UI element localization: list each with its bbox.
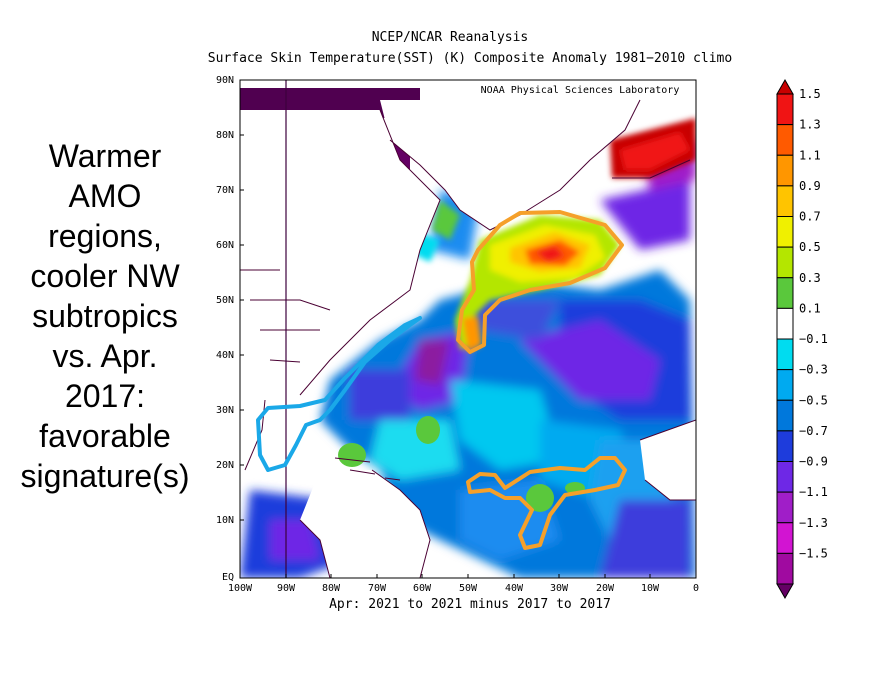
lat-tick-label: 50N	[216, 295, 234, 306]
lat-tick-label: EQ	[222, 572, 234, 583]
caption-line: 2017:	[64, 378, 146, 414]
colorbar-label: 0.9	[799, 179, 821, 193]
lon-tick-label: 40W	[505, 583, 524, 594]
lon-tick-label: 80W	[322, 583, 341, 594]
lat-tick-label: 80N	[216, 130, 234, 141]
lat-tick-label: 90N	[216, 75, 234, 86]
colorbar-label: 1.3	[799, 118, 821, 132]
lon-tick-label: 0	[693, 583, 699, 594]
colorbar-label: −0.1	[799, 332, 828, 346]
colorbar-label: 1.5	[799, 87, 821, 101]
caption-line: signature(s)	[20, 458, 190, 494]
colorbar-label: −1.3	[799, 516, 828, 530]
lon-tick-label: 70W	[368, 583, 387, 594]
credit-label: NOAA Physical Sciences Laboratory	[481, 85, 680, 96]
map-subtitle: Surface Skin Temperature(SST) (K) Compos…	[207, 51, 733, 66]
colorbar-swatch	[776, 246, 794, 279]
lon-tick-label: 20W	[596, 583, 615, 594]
x-axis-label: Apr: 2021 to 2021 minus 2017 to 2017	[329, 597, 611, 612]
colorbar: 1.5 1.3 1.1 0.9 0.7 0.5 0.3 0.1 −0.1 −0.3 −0.5 −0.7…	[776, 78, 828, 600]
colorbar-label: −0.3	[799, 363, 828, 377]
caption-line: subtropics	[32, 298, 178, 334]
colorbar-swatch	[776, 93, 794, 126]
side-caption: Warmer AMO regions, cooler NW subtropics…	[0, 136, 210, 496]
lon-tick-label: 60W	[413, 583, 432, 594]
colorbar-label: 0.5	[799, 240, 821, 254]
sst-anomaly-field	[240, 80, 696, 578]
colorbar-swatch	[776, 216, 794, 248]
caption-line: cooler NW	[30, 258, 180, 294]
lon-tick-label: 100W	[228, 583, 253, 594]
lon-tick-label: 10W	[641, 583, 660, 594]
warm-outline-subpolar	[456, 210, 624, 354]
colorbar-swatch	[776, 461, 794, 493]
map-title: NCEP/NCAR Reanalysis	[371, 30, 529, 45]
lat-tick-label: 40N	[216, 350, 234, 361]
caption-line: favorable	[39, 418, 171, 454]
colorbar-label: 0.3	[799, 271, 821, 285]
colorbar-swatch	[776, 307, 794, 340]
colorbar-swatch	[776, 338, 794, 371]
colorbar-arrow-bottom	[776, 583, 794, 600]
colorbar-label: 1.1	[799, 148, 821, 162]
caption-line: vs. Apr.	[52, 338, 158, 374]
colorbar-swatch	[776, 154, 794, 187]
colorbar-label: 0.7	[799, 210, 821, 224]
colorbar-swatch	[776, 491, 794, 524]
colorbar-label: −0.9	[799, 455, 828, 469]
colorbar-swatch	[776, 522, 794, 554]
lon-tick-label: 90W	[277, 583, 296, 594]
colorbar-arrow-top	[776, 78, 794, 95]
colorbar-label: −1.1	[799, 485, 828, 499]
lon-axis: 100W 90W 80W 70W 60W 50W 40W 30W 20W 10W…	[228, 574, 699, 594]
caption-line: Warmer	[48, 138, 162, 174]
colorbar-label: −0.5	[799, 393, 828, 407]
warm-outline-tropical	[466, 456, 627, 550]
lat-tick-label: 30N	[216, 405, 234, 416]
colorbar-swatch	[776, 430, 794, 462]
colorbar-swatch	[776, 399, 794, 432]
lat-tick-label: 60N	[216, 240, 234, 251]
lat-axis: 90N 80N 70N 60N 50N 40N 30N 20N 10N EQ	[216, 75, 244, 583]
colorbar-label: −0.7	[799, 424, 828, 438]
cool-outline-nw-subtropics	[256, 316, 422, 472]
lat-tick-label: 70N	[216, 185, 234, 196]
caption-line: AMO	[68, 178, 142, 214]
colorbar-swatch	[776, 124, 794, 156]
colorbar-swatch	[776, 552, 794, 585]
colorbar-label: 0.1	[799, 301, 821, 315]
lat-tick-label: 10N	[216, 515, 234, 526]
lat-tick-label: 20N	[216, 460, 234, 471]
colorbar-label: −1.5	[799, 546, 828, 560]
caption-line: regions,	[48, 218, 162, 254]
lon-tick-label: 50W	[459, 583, 478, 594]
colorbar-swatch	[776, 277, 794, 309]
lon-tick-label: 30W	[550, 583, 569, 594]
colorbar-swatch	[776, 185, 794, 217]
colorbar-swatch	[776, 369, 794, 401]
